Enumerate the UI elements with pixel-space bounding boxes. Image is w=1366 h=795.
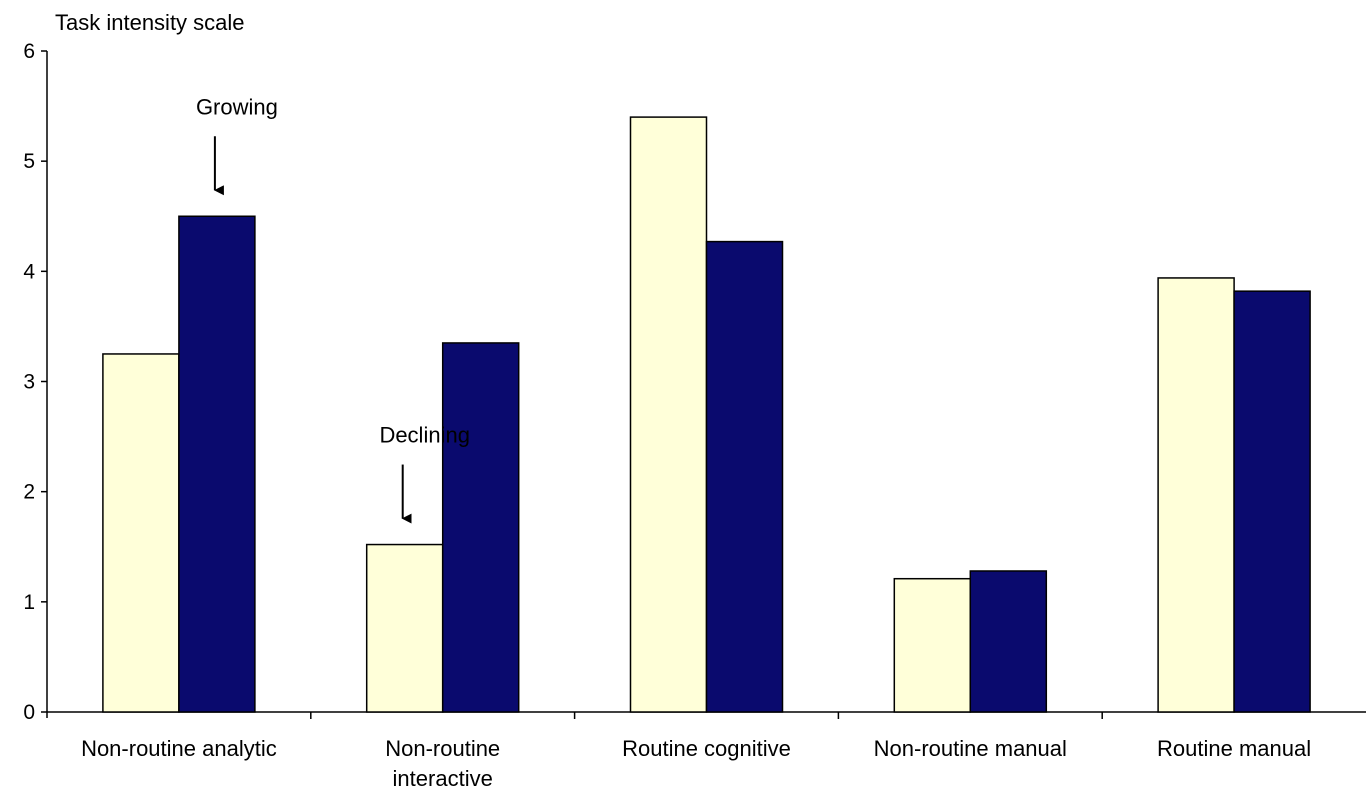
bar — [178, 215, 256, 713]
y-tick-label: 1 — [23, 591, 35, 614]
x-tick-label: Routine cognitive — [622, 736, 791, 761]
bar — [102, 353, 180, 713]
annotations-group: Growing Declining — [196, 94, 470, 524]
bar — [705, 240, 784, 713]
y-tick-label: 6 — [23, 40, 35, 63]
x-tick-label: Non-routine analytic — [81, 736, 277, 761]
bars-group — [102, 116, 1311, 713]
bar — [629, 116, 708, 713]
bar — [1157, 277, 1235, 713]
y-axis-title: Task intensity scale — [55, 10, 245, 35]
x-tick-label: Non-routine manual — [874, 736, 1067, 761]
y-tick-label: 0 — [23, 701, 35, 724]
bar — [969, 570, 1048, 713]
y-tick-label: 2 — [23, 481, 35, 504]
y-tick-label: 4 — [23, 260, 35, 283]
bar — [365, 543, 444, 713]
bar — [441, 342, 520, 713]
x-axis — [47, 711, 1366, 719]
y-tick-label: 3 — [23, 371, 35, 394]
y-axis: 0 1 2 3 4 5 6 — [23, 40, 48, 724]
bar — [893, 577, 972, 713]
category-labels: Non-routine analytic Non-routine interacti… — [81, 736, 1311, 791]
x-tick-label: Non-routine interactive — [385, 736, 500, 791]
annotation-label: Growing — [196, 94, 278, 119]
x-tick-label: Routine manual — [1157, 736, 1311, 761]
annotation-label: Declining — [379, 423, 470, 448]
y-tick-label: 5 — [23, 150, 35, 173]
bar — [1233, 290, 1311, 713]
